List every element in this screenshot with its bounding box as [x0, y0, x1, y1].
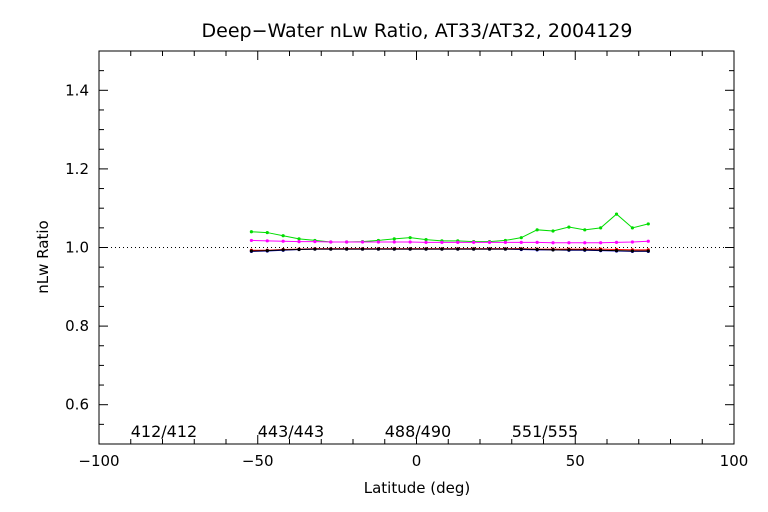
data-point	[583, 248, 587, 252]
data-point	[376, 240, 380, 244]
x-axis-label: Latitude (deg)	[364, 479, 470, 497]
data-point	[281, 248, 285, 252]
axis-ticks: −100 −50 0 50 100 0.6 0.8 1.0 1.2 1.4	[65, 51, 748, 470]
data-point	[313, 247, 317, 251]
data-point	[249, 230, 253, 234]
data-point	[249, 238, 253, 243]
series-group	[249, 212, 650, 254]
y-tick-label: 0.8	[65, 317, 89, 335]
data-point	[503, 240, 507, 244]
data-point	[424, 247, 428, 251]
data-point	[440, 247, 444, 251]
data-point	[456, 247, 460, 251]
data-point	[535, 228, 539, 232]
x-tick-label: 0	[412, 452, 422, 470]
data-point	[487, 240, 492, 244]
data-point	[567, 241, 571, 245]
data-point	[583, 228, 587, 232]
data-point	[408, 247, 412, 251]
data-point	[567, 225, 571, 229]
data-point	[440, 240, 444, 244]
data-point	[646, 222, 650, 226]
data-point	[487, 247, 492, 251]
data-point	[646, 239, 650, 243]
data-point	[567, 248, 571, 252]
data-point	[599, 241, 603, 245]
data-point	[281, 234, 285, 238]
data-point	[614, 240, 619, 244]
data-point	[614, 249, 619, 253]
y-tick-label: 0.6	[65, 396, 89, 414]
data-point	[551, 248, 555, 252]
data-point	[345, 240, 349, 244]
data-point	[360, 240, 365, 244]
data-point	[281, 239, 285, 243]
y-tick-label: 1.0	[65, 239, 89, 257]
data-point	[249, 249, 253, 253]
y-tick-label: 1.4	[65, 81, 89, 99]
y-axis-label: nLw Ratio	[34, 220, 52, 293]
data-point	[472, 240, 476, 244]
data-point	[329, 247, 333, 251]
x-tick-label: −50	[242, 452, 274, 470]
y-tick-label: 1.2	[65, 160, 89, 178]
data-point	[472, 247, 476, 251]
data-point	[551, 229, 555, 233]
data-point	[646, 249, 650, 253]
data-point	[297, 237, 301, 241]
series-5	[249, 247, 650, 253]
series-2	[249, 238, 650, 245]
chart-title: Deep−Water nLw Ratio, AT33/AT32, 2004129	[202, 20, 633, 42]
data-point	[424, 238, 428, 242]
plot-frame	[98, 50, 735, 445]
legend-label: 443/443	[258, 422, 324, 441]
legend-label: 412/412	[131, 422, 197, 441]
legend-label: 488/490	[385, 422, 451, 441]
data-point	[519, 247, 523, 251]
data-point	[265, 239, 269, 243]
data-point	[424, 240, 428, 244]
data-point	[297, 247, 301, 252]
data-point	[535, 240, 539, 244]
data-point	[392, 237, 396, 241]
data-point	[376, 247, 380, 251]
data-point	[392, 240, 396, 244]
x-tick-label: −100	[78, 452, 119, 470]
data-point	[297, 240, 301, 244]
data-point	[551, 241, 555, 245]
data-point	[313, 240, 317, 244]
data-point	[360, 247, 365, 251]
data-point	[392, 247, 396, 251]
data-point	[630, 240, 635, 244]
data-point	[614, 212, 619, 216]
data-point	[265, 249, 269, 253]
data-point	[408, 236, 412, 240]
legend: 412/412 443/443 488/490 551/555	[131, 422, 578, 441]
data-point	[599, 226, 603, 230]
series-line	[251, 213, 649, 243]
series-line	[251, 248, 649, 252]
data-point	[630, 249, 635, 253]
x-tick-label: 100	[720, 452, 749, 470]
data-point	[503, 247, 507, 251]
data-point	[535, 247, 539, 252]
data-point	[519, 236, 523, 240]
data-point	[345, 247, 349, 251]
data-point	[630, 226, 635, 230]
data-point	[599, 248, 603, 252]
data-point	[583, 241, 587, 245]
data-point	[329, 240, 333, 244]
data-point	[265, 230, 269, 235]
data-point	[408, 240, 412, 244]
series-1	[249, 212, 650, 244]
series-line	[251, 239, 649, 244]
data-point	[456, 240, 460, 244]
data-point	[519, 240, 523, 244]
legend-label: 551/555	[512, 422, 578, 441]
x-tick-label: 50	[566, 452, 585, 470]
